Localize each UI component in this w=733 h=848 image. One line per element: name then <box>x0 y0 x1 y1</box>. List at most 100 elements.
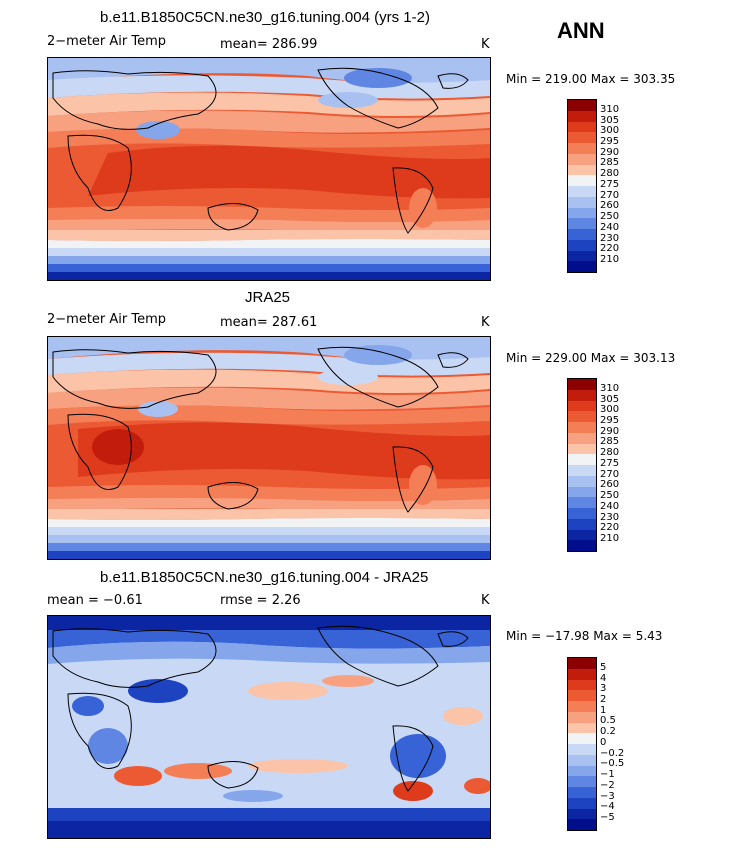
panel3-title: b.e11.B1850C5CN.ne30_g16.tuning.004 - JR… <box>100 569 429 586</box>
cbar1-tick: 230 <box>600 233 620 244</box>
panel2-units: K <box>481 315 490 330</box>
cbar1-swatch <box>568 196 596 208</box>
cbar2-swatch <box>568 497 596 509</box>
panel3-field <box>48 616 490 838</box>
cbar2-swatch <box>568 465 596 476</box>
cbar3-tick: −3 <box>600 791 615 802</box>
cbar3-tick: 1 <box>600 705 607 716</box>
cbar1-swatch <box>568 143 596 154</box>
cbar2-swatch <box>568 432 596 444</box>
cbar3-tick: −0.5 <box>600 758 625 769</box>
cbar3-tick: 3 <box>600 683 607 694</box>
cbar1-swatch <box>568 132 596 144</box>
cbar2-tick: 270 <box>600 469 620 480</box>
panel2-title: JRA25 <box>245 289 291 306</box>
cbar1-tick: 305 <box>600 115 620 126</box>
cbar2-tick: 305 <box>600 394 620 405</box>
cbar2-tick: 275 <box>600 458 620 469</box>
cbar3-swatch <box>568 679 596 691</box>
cbar2-swatch <box>568 540 596 552</box>
cbar3-tick: −4 <box>600 801 615 812</box>
panel2-colorbar <box>567 378 597 552</box>
panel1-variable-label: 2−meter Air Temp <box>47 34 167 49</box>
cbar3-tick: 0.2 <box>600 726 616 737</box>
cbar1-swatch <box>568 175 596 187</box>
panel2-field <box>48 337 490 559</box>
cbar1-swatch <box>568 261 596 273</box>
cbar1-tick: 310 <box>600 104 620 115</box>
cbar3-swatch <box>568 733 596 745</box>
cbar3-swatch <box>568 754 596 766</box>
cbar1-swatch <box>568 153 596 165</box>
cbar1-tick: 270 <box>600 190 620 201</box>
cbar1-tick: 285 <box>600 157 620 168</box>
cbar2-swatch <box>568 379 596 390</box>
cbar1-swatch <box>568 218 596 230</box>
cbar1-swatch <box>568 121 596 133</box>
cbar2-swatch <box>568 443 596 455</box>
cbar2-swatch <box>568 400 596 412</box>
cbar3-swatch <box>568 776 596 788</box>
cbar1-swatch <box>568 100 596 111</box>
cbar2-swatch <box>568 518 596 530</box>
cbar1-tick: 275 <box>600 179 620 190</box>
cbar3-tick: 0.5 <box>600 715 616 726</box>
cbar2-tick: 250 <box>600 490 620 501</box>
panel1-mean-label: mean= 286.99 <box>220 37 318 52</box>
season-label: ANN <box>557 18 605 43</box>
panel3-rmse-label: rmse = 2.26 <box>220 593 301 608</box>
cbar3-swatch <box>568 690 596 702</box>
cbar1-tick: 295 <box>600 136 620 147</box>
cbar3-tick: −2 <box>600 780 615 791</box>
cbar1-tick: 250 <box>600 211 620 222</box>
panel3-range: Min = −17.98 Max = 5.43 <box>506 629 663 643</box>
cbar3-tick: 4 <box>600 673 607 684</box>
cbar3-swatch <box>568 787 596 798</box>
cbar2-swatch <box>568 422 596 433</box>
cbar3-swatch <box>568 797 596 809</box>
panel1-field <box>48 58 490 280</box>
cbar2-tick: 280 <box>600 447 620 458</box>
panel1-units: K <box>481 37 490 52</box>
cbar3-swatch <box>568 701 596 712</box>
cbar2-swatch <box>568 389 596 401</box>
cbar3-swatch <box>568 765 596 777</box>
panel2-variable-label: 2−meter Air Temp <box>47 312 167 327</box>
cbar1-swatch <box>568 164 596 176</box>
panel3-mean-label: mean = −0.61 <box>47 593 143 608</box>
cbar1-tick: 290 <box>600 147 620 158</box>
cbar2-swatch <box>568 475 596 487</box>
cbar2-tick: 295 <box>600 415 620 426</box>
cbar1-swatch <box>568 229 596 240</box>
cbar2-tick: 285 <box>600 436 620 447</box>
cbar1-tick: 240 <box>600 222 620 233</box>
panel1-colorbar <box>567 99 597 273</box>
panel2-range: Min = 229.00 Max = 303.13 <box>506 351 676 365</box>
cbar3-swatch <box>568 722 596 734</box>
cbar3-swatch <box>568 658 596 669</box>
cbar2-tick: 300 <box>600 404 620 415</box>
cbar2-swatch <box>568 508 596 519</box>
cbar2-swatch <box>568 529 596 541</box>
cbar1-tick: 280 <box>600 168 620 179</box>
cbar1-tick: 300 <box>600 125 620 136</box>
cbar2-swatch <box>568 486 596 498</box>
cbar2-swatch <box>568 411 596 423</box>
cbar3-tick: 0 <box>600 737 607 748</box>
cbar2-tick: 240 <box>600 501 620 512</box>
cbar3-tick: −1 <box>600 769 615 780</box>
cbar3-swatch <box>568 668 596 680</box>
cbar1-swatch <box>568 110 596 122</box>
cbar2-tick: 210 <box>600 533 620 544</box>
cbar3-tick: 5 <box>600 662 607 673</box>
panel1-range: Min = 219.00 Max = 303.35 <box>506 72 676 86</box>
cbar1-swatch <box>568 250 596 262</box>
panel2-map <box>47 336 491 560</box>
cbar1-swatch <box>568 239 596 251</box>
cbar1-swatch <box>568 186 596 197</box>
cbar3-tick: −0.2 <box>600 748 625 759</box>
cbar1-tick: 210 <box>600 254 620 265</box>
panel1-title: b.e11.B1850C5CN.ne30_g16.tuning.004 (yrs… <box>100 9 430 26</box>
cbar2-tick: 290 <box>600 426 620 437</box>
panel3-units: K <box>481 593 490 608</box>
